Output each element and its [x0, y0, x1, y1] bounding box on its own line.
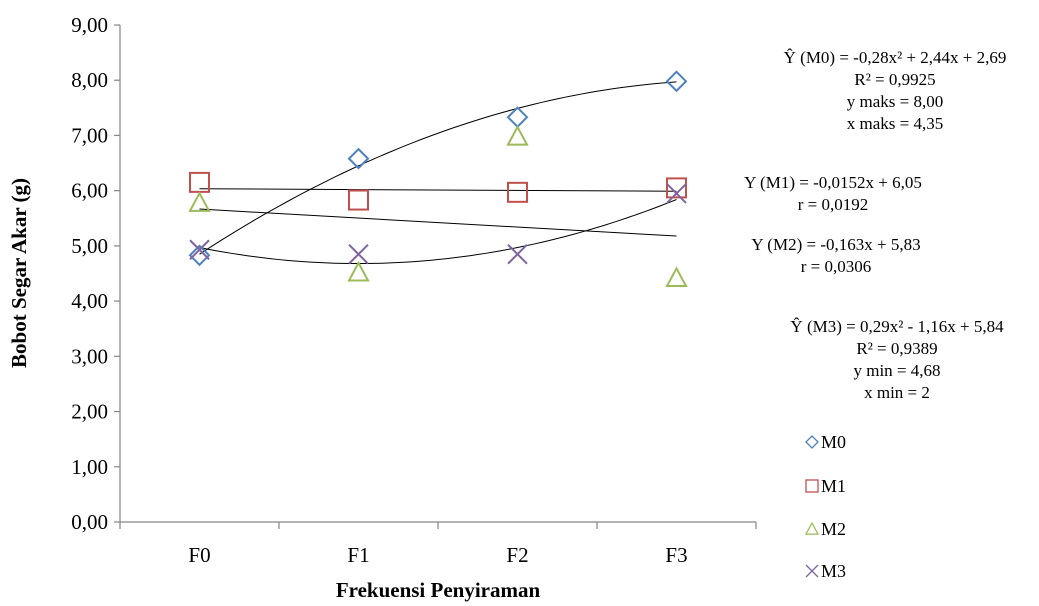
x-ticks: F0 F1 F2 F3	[119, 522, 757, 567]
marker-m2	[506, 124, 529, 146]
equation-line: y maks = 8,00	[847, 92, 943, 111]
x-axis-title: Frekuensi Penyiraman	[336, 578, 541, 602]
markers	[188, 70, 688, 287]
legend: M0 M1 M2 M3	[804, 432, 846, 581]
equation-line: x min = 2	[864, 383, 930, 402]
marker-m1	[348, 189, 369, 211]
equation-line: Y (M1) = -0,0152x + 6,05	[744, 173, 922, 192]
trendline-m2	[199, 208, 677, 237]
marker-m0	[665, 70, 688, 93]
trendlines	[199, 81, 677, 265]
legend-marker-m0	[805, 435, 819, 449]
equation-line: Y (M2) = -0,163x + 5,83	[751, 235, 920, 254]
marker-m3	[666, 183, 687, 204]
y-tick-label: 1,00	[71, 455, 108, 479]
marker-m0	[347, 147, 370, 170]
marker-m3	[507, 243, 528, 265]
x-tick-label: F3	[665, 543, 687, 567]
y-tick-label: 7,00	[71, 123, 108, 147]
equation-annotations: Ŷ (M0) = -0,28x² + 2,44x + 2,69 R² = 0,99…	[744, 48, 1006, 402]
trendline-m0	[199, 81, 677, 255]
trendline-m3	[199, 199, 677, 265]
equation-line: r = 0,0192	[798, 195, 869, 214]
equation-line: R² = 0,9389	[856, 339, 937, 358]
equation-line: Ŷ (M3) = 0,29x² - 1,16x + 5,84	[790, 317, 1004, 336]
equation-line: Ŷ (M0) = -0,28x² + 2,44x + 2,69	[784, 48, 1007, 67]
marker-m1	[666, 177, 687, 199]
equation-line: x maks = 4,35	[847, 114, 943, 133]
legend-marker-m1	[805, 479, 819, 493]
legend-label-m2: M2	[821, 519, 846, 539]
marker-m3	[348, 243, 369, 265]
y-tick-label: 2,00	[71, 400, 108, 424]
y-tick-label: 5,00	[71, 234, 108, 258]
trendline-m1	[199, 188, 677, 192]
y-tick-label: 0,00	[71, 510, 108, 534]
y-ticks: 0,00 1,00 2,00 3,00 4,00 5,00 6,00 7,00 8,00 9,00	[71, 13, 120, 534]
y-tick-label: 9,00	[71, 13, 108, 37]
x-tick-label: F2	[506, 543, 528, 567]
y-tick-label: 8,00	[71, 68, 108, 92]
marker-m1	[507, 181, 528, 203]
legend-label-m3: M3	[821, 561, 846, 581]
y-axis-title: Bobot Segar Akar (g)	[7, 178, 31, 368]
marker-m2	[347, 260, 370, 282]
marker-m0	[188, 244, 211, 267]
x-tick-label: F0	[188, 543, 210, 567]
marker-m2	[188, 191, 211, 212]
y-tick-label: 3,00	[71, 344, 108, 368]
legend-label-m1: M1	[821, 476, 846, 496]
axes	[119, 25, 756, 523]
equation-line: r = 0,0306	[801, 257, 872, 276]
x-tick-label: F1	[347, 543, 369, 567]
marker-m2	[665, 266, 688, 287]
legend-marker-m3	[805, 564, 819, 578]
marker-m3	[189, 239, 210, 260]
y-tick-label: 4,00	[71, 289, 108, 313]
equation-line: R² = 0,9925	[854, 70, 935, 89]
y-tick-label: 6,00	[71, 179, 108, 203]
legend-marker-m2	[804, 521, 820, 535]
equation-line: y min = 4,68	[853, 361, 940, 380]
legend-label-m0: M0	[821, 432, 846, 452]
